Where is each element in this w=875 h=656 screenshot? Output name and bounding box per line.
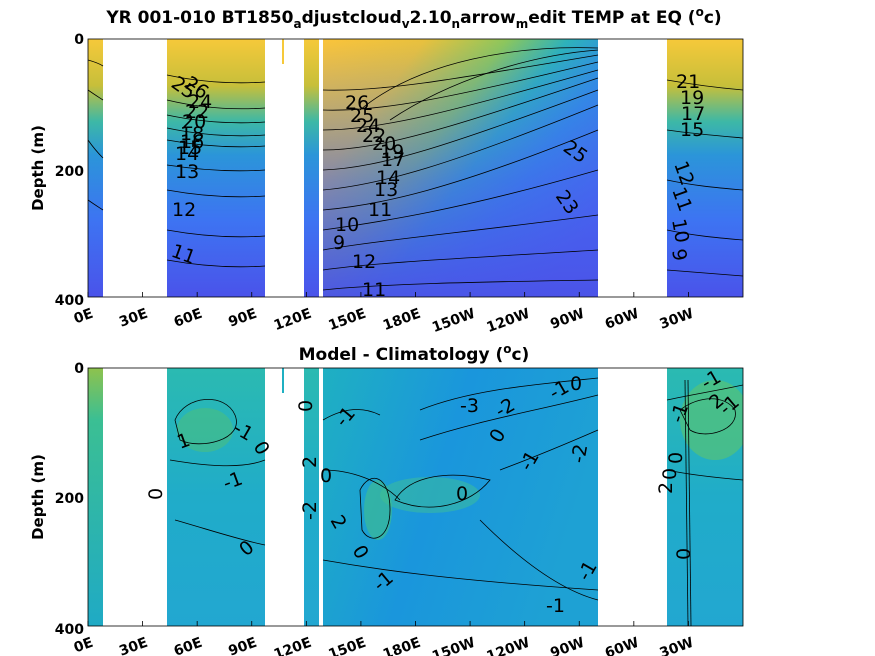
contour-label: 24 [356, 115, 380, 137]
x-tick-label: 150W [430, 306, 477, 336]
y-tick-label: 0 [74, 361, 84, 377]
coast-sliver [282, 39, 284, 64]
contour-label: 17 [681, 103, 705, 125]
contour-label: -3 [460, 395, 479, 417]
ocean-maritime [304, 368, 319, 626]
ocean-indian [167, 368, 265, 626]
panel-1: 26 25 24 22 20 18 16 15 14 13 12 11 26 2… [29, 5, 744, 336]
contour-label: 20 [182, 111, 206, 133]
x-tick-label: 120E [272, 635, 314, 656]
contour-label: 21 [676, 71, 700, 93]
contour-label: 17 [381, 149, 405, 171]
contour-label: 14 [175, 143, 199, 165]
contour-label: 0 [295, 400, 317, 412]
contour-label: 19 [680, 87, 704, 109]
panel-2-title: Model - Climatology (oc) [299, 342, 530, 365]
x-tick-label: 120E [272, 306, 314, 334]
contour-label: 0 [673, 548, 695, 560]
contour-label: -1 [546, 595, 565, 617]
warm-anomaly [177, 408, 233, 452]
contour-label: 13 [175, 161, 199, 183]
ocean-pacific-deep [323, 39, 598, 297]
x-tick-label: 30W [657, 635, 695, 656]
warm-anomaly [364, 480, 392, 540]
y-tick-label: 200 [55, 164, 84, 180]
panel-1-contours [88, 47, 743, 291]
y-tick-label: 400 [55, 293, 84, 309]
x-tick-label: 0E [72, 306, 96, 328]
contour-label: 14 [376, 167, 400, 189]
x-tick-label: 150E [326, 635, 368, 656]
x-tick-label: 30E [117, 306, 150, 331]
contour-label: 24 [188, 91, 212, 113]
x-tick-label: 180E [381, 306, 423, 334]
x-tick-label: 90W [548, 635, 586, 656]
x-tick-label: 60E [172, 635, 205, 656]
contour-label: 22 [362, 125, 386, 147]
contour-label: 26 [345, 92, 369, 114]
contour-label: 19 [380, 141, 404, 163]
x-tick-label: 30E [117, 635, 150, 656]
panel-1-ylabel: Depth (m) [29, 125, 47, 211]
panel-2: 1 -1 0 -1 0 0 0 2 -1 0 -2 2 0 -1 -3 -2 0… [29, 342, 744, 656]
contour-label: 0 [456, 483, 468, 505]
x-tick-label: 90E [226, 306, 259, 331]
contour-label: 11 [368, 199, 392, 221]
panel-2-y-ticks: 0 200 400 [55, 361, 84, 638]
contour-label: 18 [180, 123, 204, 145]
contour-label: -2 [299, 501, 321, 520]
contour-label: 0 [665, 452, 687, 464]
contour-label: 0 [145, 488, 167, 500]
y-tick-label: 0 [74, 32, 84, 48]
contour-label: 10 [335, 214, 359, 236]
x-tick-label: 180E [381, 635, 423, 656]
panel-1-y-ticks: 0 200 400 [55, 32, 84, 309]
ocean-maritime [304, 39, 319, 297]
contour-label: 10 [667, 217, 693, 245]
contour-label: 25 [350, 105, 374, 127]
contour-label: -2 [567, 442, 592, 464]
contour-label: 0 [320, 465, 332, 487]
x-tick-label: 60W [603, 635, 641, 656]
x-tick-label: 90W [548, 306, 586, 333]
contour-label: 0 [659, 468, 681, 480]
x-tick-label: 60W [603, 306, 641, 333]
panel-2-contours [169, 377, 743, 626]
panel-2-ylabel: Depth (m) [29, 454, 47, 540]
contour-label: 15 [680, 119, 704, 141]
contour-label: 11 [362, 279, 386, 301]
contour-label: 2 [655, 482, 677, 494]
panel-1-title: YR 001-010 BT1850adjustcloudv2.10narrowm… [105, 5, 721, 31]
contour-label: 15 [178, 137, 202, 159]
ocean-indian-west [88, 39, 103, 297]
contour-label: 9 [667, 247, 691, 263]
x-tick-label: 30W [657, 306, 695, 333]
contour-label: 16 [180, 131, 204, 153]
contour-label: 0 [570, 373, 582, 395]
x-tick-label: 60E [172, 306, 205, 331]
y-tick-label: 400 [55, 622, 84, 638]
contour-label: 12 [172, 199, 196, 221]
x-tick-label: 150E [326, 306, 368, 334]
contour-label: 13 [374, 179, 398, 201]
x-tick-label: 150W [430, 635, 477, 656]
warm-anomaly [680, 380, 743, 460]
x-tick-label: 120W [485, 635, 532, 656]
contour-label: 12 [352, 251, 376, 273]
x-tick-label: 0E [72, 635, 96, 656]
coast-sliver [282, 368, 284, 393]
x-tick-label: 120W [485, 306, 532, 336]
contour-label: 20 [372, 133, 396, 155]
contour-label: 9 [333, 232, 345, 254]
panel-2-field [88, 368, 743, 626]
y-tick-label: 200 [55, 491, 84, 507]
contour-label: 2 [299, 456, 321, 468]
contour-label: 22 [185, 101, 209, 123]
ocean-indian-west [88, 368, 103, 626]
x-tick-label: 90E [226, 635, 259, 656]
